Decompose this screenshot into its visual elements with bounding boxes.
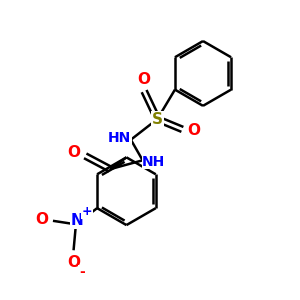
Text: O: O [138,72,151,87]
Text: S: S [152,112,163,127]
Text: O: O [35,212,48,227]
Text: O: O [67,255,80,270]
Text: +: + [82,206,92,218]
Text: N: N [71,213,84,228]
Text: O: O [187,123,200,138]
Text: O: O [68,146,80,160]
Text: HN: HN [108,131,131,145]
Text: -: - [79,265,85,279]
Text: NH: NH [142,155,166,169]
